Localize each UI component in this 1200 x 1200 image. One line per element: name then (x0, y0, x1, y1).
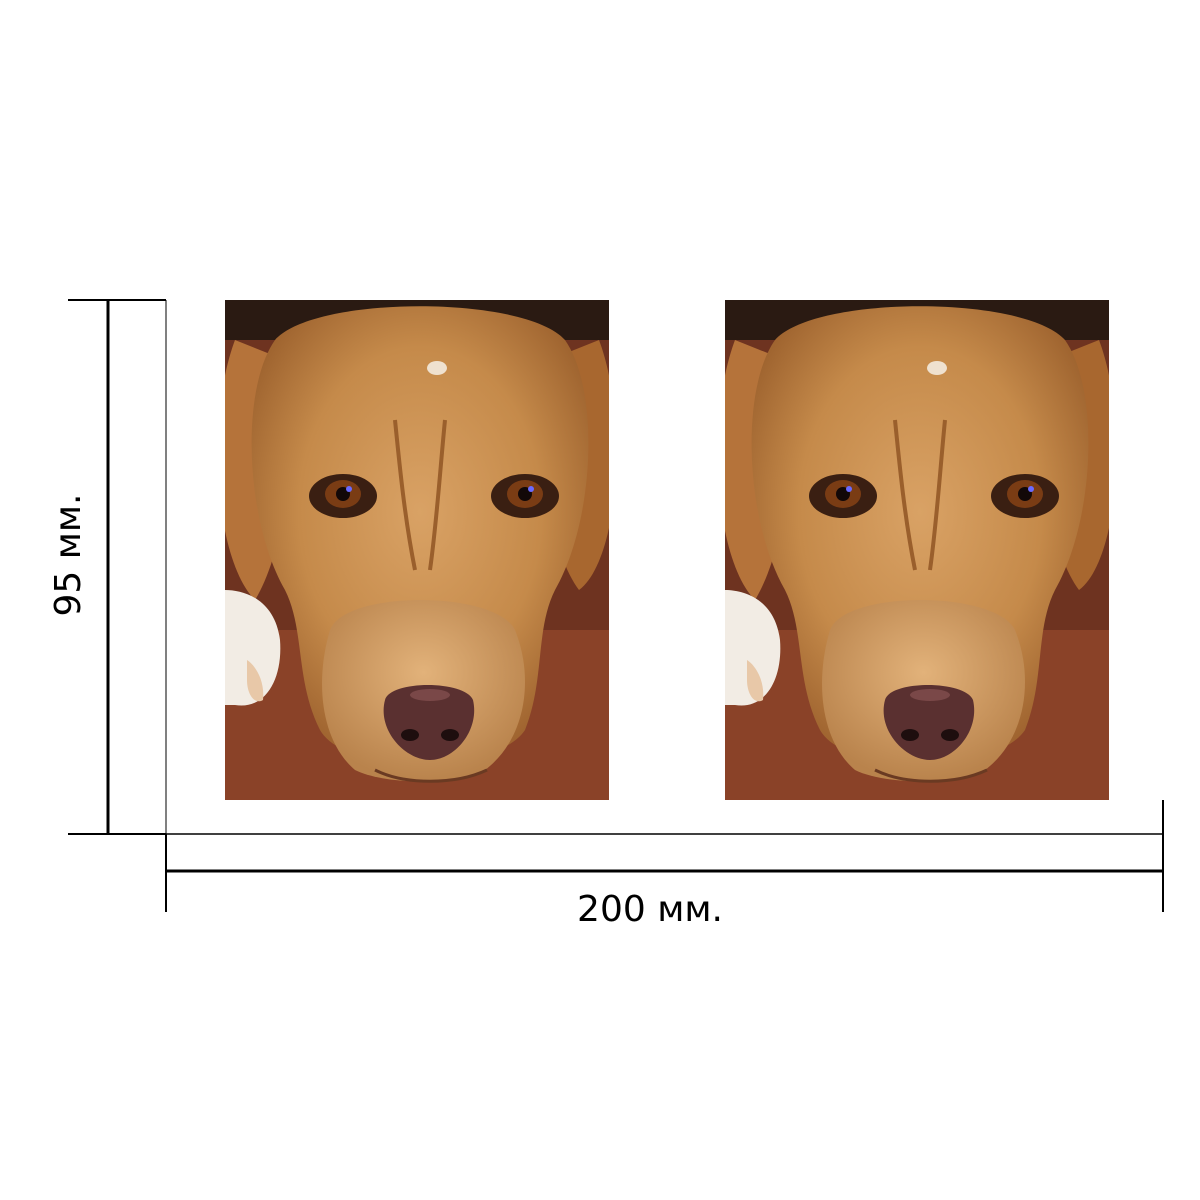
height-dimension-label: 95 мм. (48, 493, 89, 617)
dog-photo-left (225, 300, 609, 800)
dog-image (225, 300, 609, 800)
dog-photo-right (725, 300, 1109, 800)
dog-image (725, 300, 1109, 800)
width-dimension-label: 200 мм. (577, 889, 723, 930)
